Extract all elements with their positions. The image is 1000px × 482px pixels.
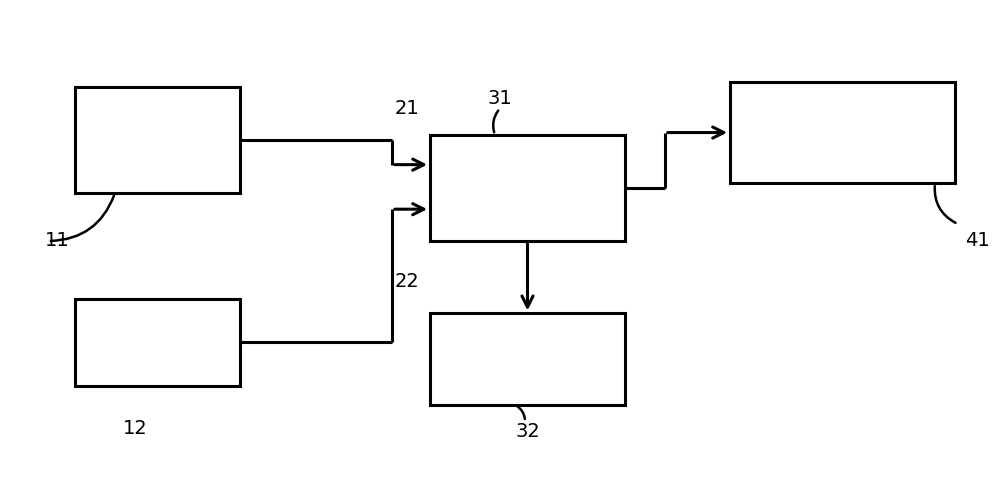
FancyArrowPatch shape bbox=[493, 110, 498, 133]
FancyArrowPatch shape bbox=[935, 186, 956, 223]
Bar bbox=[730, 82, 955, 183]
Bar bbox=[75, 299, 240, 386]
FancyArrowPatch shape bbox=[51, 195, 114, 241]
Text: 22: 22 bbox=[395, 272, 420, 291]
Text: 12: 12 bbox=[123, 419, 147, 438]
Text: 31: 31 bbox=[488, 90, 512, 108]
Bar bbox=[430, 135, 625, 241]
Text: 41: 41 bbox=[965, 231, 990, 250]
Text: 11: 11 bbox=[45, 231, 70, 250]
Text: 32: 32 bbox=[516, 422, 540, 441]
FancyArrowPatch shape bbox=[517, 406, 525, 419]
Bar bbox=[75, 87, 240, 193]
Text: 21: 21 bbox=[395, 99, 420, 118]
Bar bbox=[430, 313, 625, 405]
